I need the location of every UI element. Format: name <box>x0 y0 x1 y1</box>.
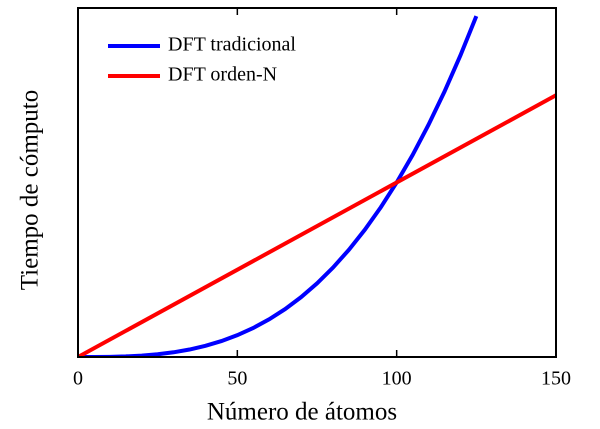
plot-frame <box>77 7 557 358</box>
x-axis-label: Número de átomos <box>207 399 397 426</box>
line <box>78 15 479 357</box>
legend-label: DFT orden-N <box>168 64 277 86</box>
line <box>78 93 556 357</box>
y-axis-label: Tiempo de cómputo <box>17 90 44 290</box>
x-tick-label: 0 <box>73 368 83 390</box>
x-tick-label: 100 <box>382 368 412 390</box>
x-tick-label: 50 <box>227 368 247 390</box>
x-tick-label: 150 <box>541 368 571 390</box>
legend-label: DFT tradicional <box>168 34 296 56</box>
